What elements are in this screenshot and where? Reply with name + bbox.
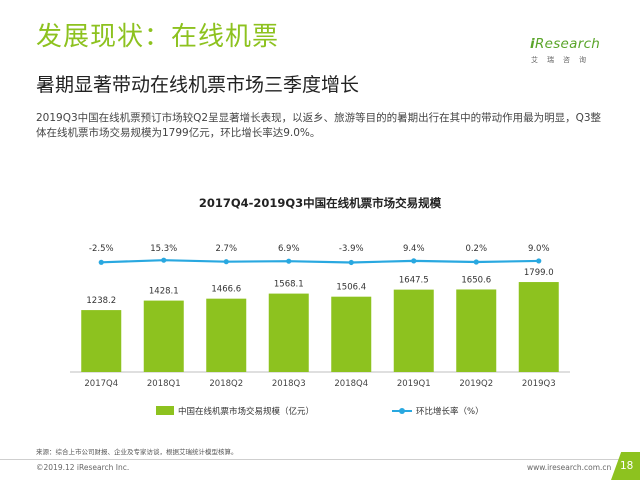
growth-rate-point <box>348 259 354 266</box>
growth-rate-label: 6.9% <box>278 244 300 254</box>
bar <box>81 310 122 372</box>
legend-bar-swatch <box>156 406 174 415</box>
growth-rate-labels: -2.5% 15.3% 2.7% 6.9% -3.9% 9.4% 0.2% 9.0% <box>89 244 550 254</box>
growth-rate-label: 0.2% <box>465 244 487 254</box>
bar-series <box>81 282 559 372</box>
category-labels: 2017Q4 2018Q1 2018Q2 2018Q3 2018Q4 2019Q1 2019… <box>84 379 555 389</box>
bar-value-label: 1799.0 <box>524 268 554 278</box>
bar <box>206 298 247 372</box>
website-link[interactable]: www.iresearch.com.cn <box>527 463 612 472</box>
growth-rate-point <box>473 259 479 265</box>
page-description: 2019Q3中国在线机票预订市场较Q2呈显著增长表现，以返乡、旅游等目的的暑期出… <box>36 112 602 139</box>
category-label: 2018Q4 <box>334 379 368 389</box>
legend-line-marker <box>399 408 405 414</box>
growth-rate-label: 9.4% <box>403 244 425 254</box>
category-label: 2017Q4 <box>84 379 118 389</box>
growth-rate-point <box>411 258 417 264</box>
category-label: 2018Q1 <box>147 379 181 389</box>
source-note: 来源：综合上市公司财报、企业及专家访谈，根据艾瑞统计模型核算。 <box>36 448 238 456</box>
bar-value-label: 1466.6 <box>211 285 241 295</box>
bar <box>268 293 309 372</box>
logo-tagline: 艾瑞咨询 <box>531 56 595 64</box>
growth-rate-label: 9.0% <box>528 244 550 254</box>
logo-brand-prefix: i <box>530 36 535 52</box>
category-label: 2019Q3 <box>522 379 556 389</box>
bar-value-label: 1506.4 <box>336 283 366 293</box>
growth-rate-point <box>223 259 229 265</box>
bar-value-label: 1568.1 <box>274 280 304 290</box>
iresearch-logo: iResearch 艾瑞咨询 <box>530 36 610 65</box>
page-title: 发展现状：在线机票 <box>36 22 280 52</box>
category-label: 2018Q2 <box>209 379 243 389</box>
page-subtitle: 暑期显著带动在线机票市场三季度增长 <box>36 74 360 96</box>
growth-rate-label: -3.9% <box>339 244 364 254</box>
legend-bar-label: 中国在线机票市场交易规模（亿元） <box>178 406 314 417</box>
footer-divider <box>0 459 640 460</box>
growth-rate-points <box>98 257 542 266</box>
copyright-text: ©2019.12 iResearch Inc. <box>36 463 130 472</box>
growth-rate-point <box>286 258 292 264</box>
page-number: 18 <box>620 460 634 472</box>
growth-rate-line <box>101 259 539 264</box>
logo-wordmark: iResearch <box>530 36 610 52</box>
bar <box>143 300 184 372</box>
category-label: 2018Q3 <box>272 379 306 389</box>
bar-value-labels: 1238.2 1428.1 1466.6 1568.1 1506.4 1647.5 1650… <box>86 268 553 306</box>
growth-rate-point <box>161 257 167 263</box>
chart-title: 2017Q4-2019Q3中国在线机票市场交易规模 <box>199 196 442 210</box>
bar-value-label: 1428.1 <box>149 287 179 297</box>
market-size-chart: 2017Q4-2019Q3中国在线机票市场交易规模 1238.2 1428.1 14… <box>70 196 570 417</box>
logo-brand-rest: Research <box>534 36 601 52</box>
bar <box>456 289 497 372</box>
growth-rate-label: 2.7% <box>215 244 237 254</box>
growth-rate-point <box>536 258 542 264</box>
bar <box>393 289 434 372</box>
category-label: 2019Q2 <box>459 379 493 389</box>
legend-line-label: 环比增长率（%） <box>416 406 484 417</box>
bar-value-label: 1650.6 <box>461 275 491 285</box>
bar <box>331 296 372 372</box>
legend: 中国在线机票市场交易规模（亿元） 环比增长率（%） <box>156 406 484 417</box>
growth-rate-label: -2.5% <box>89 244 114 254</box>
bar-value-label: 1238.2 <box>86 296 116 306</box>
growth-rate-label: 15.3% <box>150 244 177 254</box>
category-label: 2019Q1 <box>397 379 431 389</box>
bar-value-label: 1647.5 <box>399 276 429 286</box>
bar <box>518 282 559 372</box>
growth-rate-point <box>98 259 104 265</box>
